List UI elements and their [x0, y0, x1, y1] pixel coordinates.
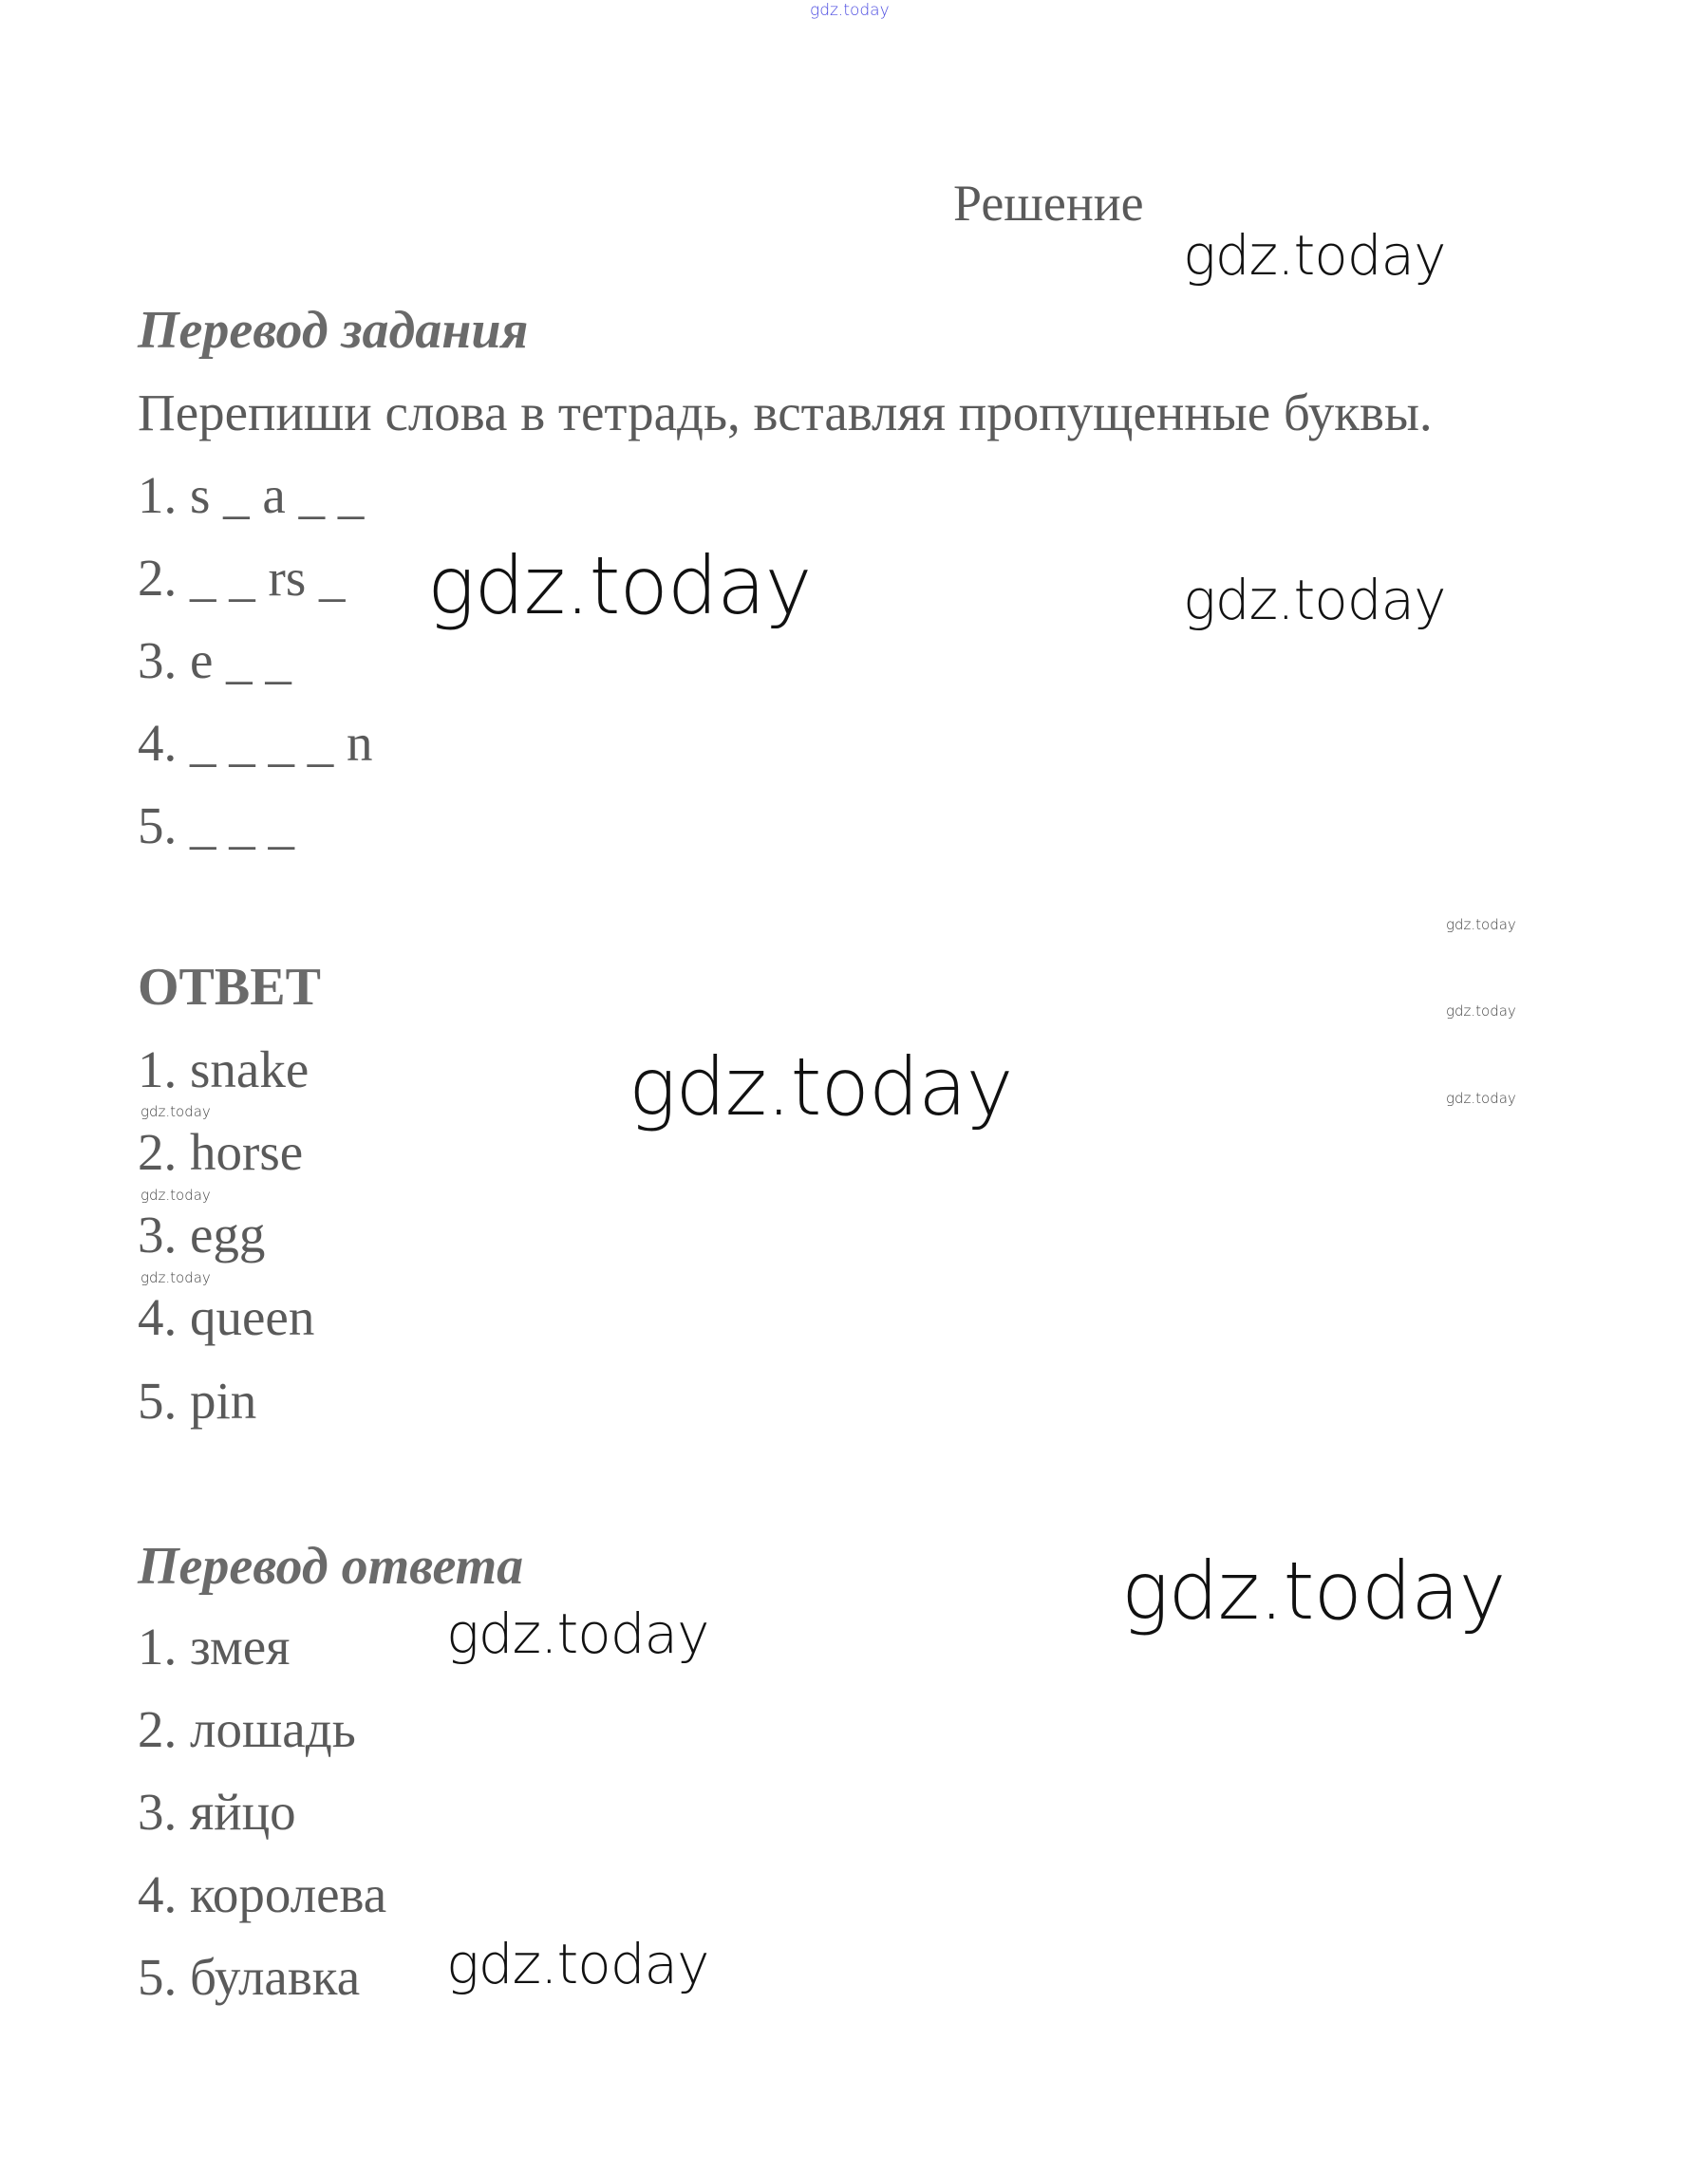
watermark: gdz.today	[1183, 568, 1446, 632]
watermark: gdz.today	[629, 1040, 1013, 1133]
translation-heading: Перевод ответа	[138, 1537, 524, 1596]
watermark-top: gdz.today	[810, 1, 890, 20]
task-item: 5. _ _ _	[138, 796, 294, 854]
answer-item: 1. snake	[138, 1040, 310, 1098]
watermark: gdz.today	[1121, 1545, 1506, 1638]
watermark: gdz.today	[446, 1601, 709, 1666]
watermark: gdz.today	[1446, 916, 1516, 933]
task-heading: Перевод задания	[138, 301, 529, 360]
watermark: gdz.today	[427, 539, 812, 632]
watermark: gdz.today	[446, 1932, 709, 1996]
answer-heading: ОТВЕТ	[138, 958, 321, 1017]
translation-item: 3. яйцо	[138, 1783, 296, 1841]
watermark: gdz.today	[141, 1269, 211, 1286]
watermark: gdz.today	[1183, 223, 1446, 288]
answer-item: 4. queen	[138, 1288, 315, 1346]
answer-item: 5. pin	[138, 1372, 257, 1430]
translation-item: 4. королева	[138, 1865, 387, 1923]
task-instruction: Перепиши слова в тетрадь, вставляя пропу…	[138, 384, 1433, 441]
task-item: 4. _ _ _ _ n	[138, 714, 373, 772]
watermark: gdz.today	[141, 1187, 211, 1204]
answer-item: 3. egg	[138, 1206, 266, 1264]
translation-item: 2. лошадь	[138, 1700, 356, 1758]
watermark: gdz.today	[1446, 1002, 1516, 1020]
watermark: gdz.today	[1446, 1090, 1516, 1107]
translation-item: 5. булавка	[138, 1948, 361, 2006]
task-item: 3. e _ _	[138, 631, 291, 689]
page-title: Решение	[953, 175, 1144, 232]
watermark: gdz.today	[141, 1103, 211, 1120]
translation-item: 1. змея	[138, 1618, 291, 1676]
answer-item: 2. horse	[138, 1123, 304, 1181]
task-item: 1. s _ a _ _	[138, 466, 365, 524]
task-item: 2. _ _ rs _	[138, 549, 346, 607]
